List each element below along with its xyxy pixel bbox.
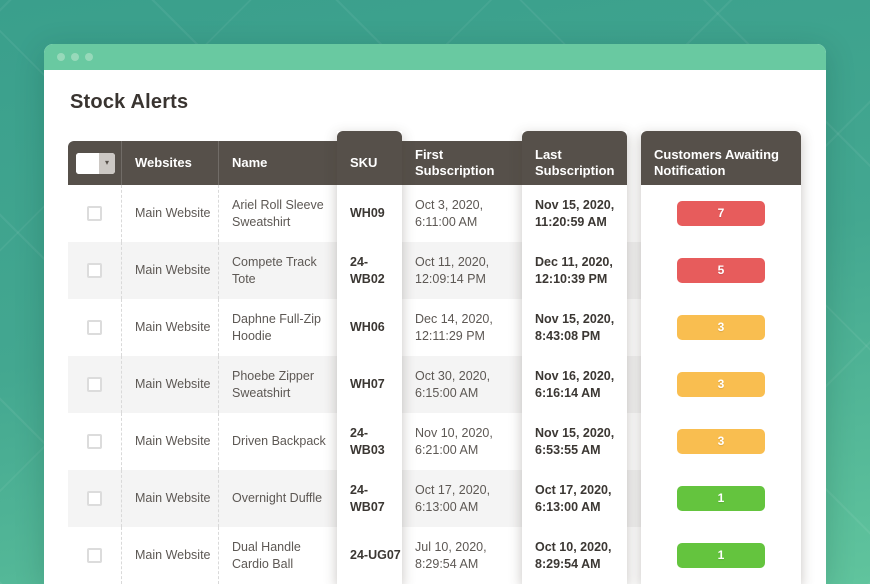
- sku-cell: 24-WB03: [337, 413, 402, 470]
- row-checkbox[interactable]: [87, 548, 102, 563]
- product-name-cell: Phoebe Zipper Sweatshirt: [232, 369, 315, 400]
- customers-awaiting-cell: 1: [641, 527, 801, 584]
- website-cell: Main Website: [122, 470, 219, 527]
- first-subscription-cell: Nov 10, 2020, 6:21:00 AM: [415, 426, 493, 457]
- count-badge: 3: [677, 429, 765, 454]
- row-checkbox-cell: [68, 413, 122, 470]
- table-row: Main Website Daphne Full-Zip Hoodie WH06…: [68, 299, 801, 356]
- last-subscription-cell: Nov 16, 2020, 6:16:14 AM: [522, 356, 627, 413]
- count-badge: 3: [677, 372, 765, 397]
- row-checkbox-cell: [68, 470, 122, 527]
- customers-awaiting-cell: 3: [641, 299, 801, 356]
- first-subscription-cell: Oct 3, 2020, 6:11:00 AM: [415, 198, 484, 229]
- column-gap: [627, 185, 641, 242]
- column-header-last-subscription[interactable]: Last Subscription: [522, 131, 627, 185]
- customers-awaiting-cell: 3: [641, 356, 801, 413]
- product-name-cell: Ariel Roll Sleeve Sweatshirt: [232, 198, 324, 229]
- first-subscription-cell: Jul 10, 2020, 8:29:54 AM: [415, 540, 487, 571]
- count-badge: 1: [677, 486, 765, 511]
- column-header-sku[interactable]: SKU: [337, 131, 402, 185]
- last-subscription-cell: Nov 15, 2020, 6:53:55 AM: [522, 413, 627, 470]
- product-name-cell: Driven Backpack: [232, 434, 326, 449]
- column-header-websites[interactable]: Websites: [122, 141, 219, 185]
- select-all-dropdown[interactable]: ▾: [99, 152, 115, 174]
- column-gap: [627, 242, 641, 299]
- count-badge: 3: [677, 315, 765, 340]
- product-name-cell: Daphne Full-Zip Hoodie: [232, 312, 321, 343]
- row-checkbox-cell: [68, 185, 122, 242]
- last-subscription-cell: Oct 10, 2020, 8:29:54 AM: [522, 527, 627, 584]
- row-checkbox-cell: [68, 242, 122, 299]
- website-cell: Main Website: [122, 413, 219, 470]
- page-title: Stock Alerts: [70, 91, 189, 113]
- browser-window: Stock Alerts ▾ Websites Name SKU First S…: [44, 44, 826, 584]
- last-subscription-cell: Dec 11, 2020, 12:10:39 PM: [522, 242, 627, 299]
- customers-awaiting-cell: 1: [641, 470, 801, 527]
- website-cell: Main Website: [122, 242, 219, 299]
- last-subscription-cell: Nov 15, 2020, 8:43:08 PM: [522, 299, 627, 356]
- stock-alerts-table: ▾ Websites Name SKU First Subscription L…: [68, 131, 801, 584]
- column-gap: [627, 356, 641, 413]
- website-cell: Main Website: [122, 356, 219, 413]
- row-checkbox[interactable]: [87, 206, 102, 221]
- product-name-cell: Dual Handle Cardio Ball: [232, 540, 301, 571]
- product-name-cell: Overnight Duffle: [232, 491, 323, 506]
- row-checkbox[interactable]: [87, 491, 102, 506]
- window-dot-icon: [85, 53, 93, 61]
- website-cell: Main Website: [122, 185, 219, 242]
- first-subscription-cell: Oct 30, 2020, 6:15:00 AM: [415, 369, 491, 400]
- customers-awaiting-cell: 3: [641, 413, 801, 470]
- sku-cell: 24-WB07: [337, 470, 402, 527]
- row-checkbox[interactable]: [87, 320, 102, 335]
- select-all-checkbox[interactable]: [76, 152, 99, 174]
- row-checkbox[interactable]: [87, 263, 102, 278]
- window-dot-icon: [71, 53, 79, 61]
- table-row: Main Website Overnight Duffle 24-WB07 Oc…: [68, 470, 801, 527]
- sku-cell: WH09: [337, 185, 402, 242]
- sku-cell: 24-WB02: [337, 242, 402, 299]
- column-header-first-subscription[interactable]: First Subscription: [402, 141, 522, 185]
- column-header-customers-awaiting[interactable]: Customers Awaiting Notification: [641, 131, 801, 185]
- table-row: Main Website Phoebe Zipper Sweatshirt WH…: [68, 356, 801, 413]
- column-gap: [627, 413, 641, 470]
- table-row: Main Website Driven Backpack 24-WB03 Nov…: [68, 413, 801, 470]
- select-all-control[interactable]: ▾: [76, 152, 115, 174]
- product-name-cell: Compete Track Tote: [232, 255, 317, 286]
- sku-cell: WH07: [337, 356, 402, 413]
- chevron-down-icon: ▾: [104, 158, 109, 167]
- last-subscription-cell: Oct 17, 2020, 6:13:00 AM: [522, 470, 627, 527]
- sku-cell: 24-UG07: [337, 527, 402, 584]
- column-gap: [627, 470, 641, 527]
- row-checkbox[interactable]: [87, 434, 102, 449]
- table-body: Main Website Ariel Roll Sleeve Sweatshir…: [68, 185, 801, 584]
- table-row: Main Website Compete Track Tote 24-WB02 …: [68, 242, 801, 299]
- row-checkbox-cell: [68, 527, 122, 584]
- count-badge: 7: [677, 201, 765, 226]
- select-all-header-cell: ▾: [68, 141, 122, 185]
- count-badge: 1: [677, 543, 765, 568]
- website-cell: Main Website: [122, 527, 219, 584]
- sku-cell: WH06: [337, 299, 402, 356]
- column-gap: [627, 527, 641, 584]
- website-cell: Main Website: [122, 299, 219, 356]
- row-checkbox-cell: [68, 356, 122, 413]
- column-header-name[interactable]: Name: [219, 141, 337, 185]
- count-badge: 5: [677, 258, 765, 283]
- row-checkbox[interactable]: [87, 377, 102, 392]
- last-subscription-cell: Nov 15, 2020, 11:20:59 AM: [522, 185, 627, 242]
- table-row: Main Website Dual Handle Cardio Ball 24-…: [68, 527, 801, 584]
- window-titlebar: [44, 44, 826, 70]
- customers-awaiting-cell: 5: [641, 242, 801, 299]
- first-subscription-cell: Oct 11, 2020, 12:09:14 PM: [415, 255, 490, 286]
- table-header-row: ▾ Websites Name SKU First Subscription L…: [68, 131, 801, 185]
- first-subscription-cell: Dec 14, 2020, 12:11:29 PM: [415, 312, 493, 343]
- table-row: Main Website Ariel Roll Sleeve Sweatshir…: [68, 185, 801, 242]
- row-checkbox-cell: [68, 299, 122, 356]
- column-gap: [627, 299, 641, 356]
- customers-awaiting-cell: 7: [641, 185, 801, 242]
- window-dot-icon: [57, 53, 65, 61]
- first-subscription-cell: Oct 17, 2020, 6:13:00 AM: [415, 483, 491, 514]
